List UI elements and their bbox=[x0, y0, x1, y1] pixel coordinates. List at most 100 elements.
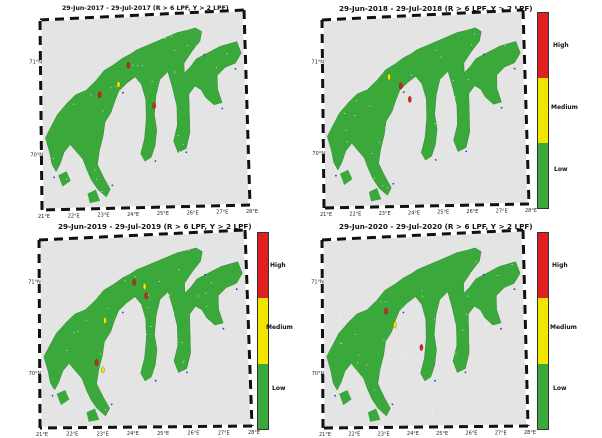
sea-dot bbox=[344, 41, 346, 43]
hotspot-high bbox=[144, 292, 148, 300]
sea-dot bbox=[483, 261, 485, 263]
sea-dot bbox=[392, 177, 394, 179]
sea-dot bbox=[339, 342, 341, 344]
sea-dot bbox=[52, 158, 54, 159]
colorbar-high bbox=[538, 233, 548, 299]
sea-dot bbox=[183, 360, 185, 362]
coastline-land bbox=[326, 247, 521, 417]
sea-dot bbox=[350, 276, 352, 278]
sea-dot bbox=[162, 93, 164, 94]
vessel-dot bbox=[513, 288, 516, 291]
colorbar-label-low: Low bbox=[554, 166, 568, 173]
sea-dot bbox=[133, 112, 134, 114]
sea-dot bbox=[478, 194, 479, 196]
sea-dot bbox=[85, 319, 87, 321]
vessel-dot bbox=[434, 159, 437, 161]
sea-dot bbox=[382, 390, 384, 392]
sea-dot bbox=[99, 67, 100, 68]
colorbar-low bbox=[258, 363, 268, 429]
sea-dot bbox=[404, 160, 406, 162]
sea-dot bbox=[201, 387, 203, 389]
sea-dot bbox=[366, 364, 368, 366]
sea-dot bbox=[127, 261, 129, 263]
panel-title: 29-Jun-2020 - 29-Jul-2020 (R > 6 LPF, Y … bbox=[339, 222, 533, 231]
sea-dot bbox=[182, 143, 184, 145]
sea-dot bbox=[104, 160, 106, 162]
sea-dot bbox=[201, 400, 203, 402]
map-figure: 21°E 22°E 23°E 24°E 25°E 26°E 27°E 28°E 71°N 70°N bbox=[28, 228, 260, 438]
sea-dot bbox=[469, 338, 471, 340]
colorbar-low bbox=[538, 363, 548, 429]
sea-dot bbox=[53, 388, 55, 390]
sea-dot bbox=[101, 191, 103, 192]
island bbox=[87, 189, 101, 204]
map-figure: 21°E 22°E 23°E 24°E 25°E 26°E 27°E 28°E 71°N 70°N bbox=[311, 8, 537, 218]
sea-dot bbox=[142, 64, 144, 66]
lon-tick-label: 27°E bbox=[495, 430, 507, 436]
sea-dot bbox=[232, 368, 234, 369]
sea-dot bbox=[52, 333, 54, 334]
sea-dot bbox=[94, 169, 96, 171]
sea-dot bbox=[435, 255, 437, 257]
sea-dot bbox=[385, 252, 387, 254]
sea-dot bbox=[417, 244, 419, 246]
sea-dot bbox=[433, 318, 435, 320]
sea-dot bbox=[107, 307, 109, 309]
lon-tick-label: 23°E bbox=[379, 211, 391, 217]
sea-dot bbox=[59, 98, 61, 100]
sea-dot bbox=[512, 350, 514, 352]
sea-dot bbox=[398, 343, 400, 345]
map-figure: 21°E 22°E 23°E 24°E 25°E 26°E 27°E 28°E 71°N 70°N bbox=[311, 228, 536, 438]
sea-dot bbox=[385, 301, 387, 303]
sea-dot bbox=[431, 410, 433, 412]
sea-dot bbox=[205, 46, 207, 48]
sea-dot bbox=[373, 177, 375, 179]
sea-dot bbox=[379, 141, 381, 143]
lon-tick-label: 22°E bbox=[68, 213, 80, 219]
sea-dot bbox=[185, 401, 187, 403]
sea-dot bbox=[193, 321, 194, 323]
lon-tick-label: 26°E bbox=[466, 209, 478, 215]
sea-dot bbox=[80, 260, 82, 261]
sea-dot bbox=[157, 386, 158, 388]
sea-dot bbox=[227, 77, 228, 78]
lat-tick-label: 71°N bbox=[29, 60, 42, 66]
sea-dot bbox=[174, 173, 176, 175]
sea-dot bbox=[387, 187, 389, 189]
sea-dot bbox=[151, 27, 153, 29]
sea-dot bbox=[195, 45, 197, 47]
sea-dot bbox=[422, 295, 424, 297]
sea-dot bbox=[511, 192, 513, 194]
lon-tick-label: 28°E bbox=[248, 430, 260, 436]
sea-dot bbox=[410, 321, 412, 323]
vessel-dot bbox=[53, 176, 55, 179]
vessel-dot bbox=[391, 403, 394, 406]
sea-dot bbox=[416, 404, 418, 406]
sea-dot bbox=[139, 96, 141, 98]
colorbar-label-low: Low bbox=[553, 385, 567, 392]
map-frame-edge bbox=[321, 8, 524, 22]
sea-dot bbox=[174, 71, 176, 73]
colorbar-label-high: High bbox=[553, 42, 569, 49]
sea-dot bbox=[431, 156, 433, 158]
lon-tick-label: 21°E bbox=[319, 432, 331, 438]
sea-dot bbox=[337, 62, 339, 64]
island bbox=[368, 188, 382, 202]
sea-dot bbox=[396, 412, 398, 414]
lat-tick-label: 70°N bbox=[312, 151, 325, 157]
sea-dot bbox=[506, 338, 508, 340]
sea-dot bbox=[197, 366, 199, 368]
sea-dot bbox=[170, 36, 172, 38]
sea-dot bbox=[400, 41, 402, 43]
lat-tick-label: 70°N bbox=[29, 371, 42, 377]
sea-dot bbox=[435, 49, 437, 51]
sea-dot bbox=[162, 307, 164, 309]
vessel-dot bbox=[204, 273, 207, 276]
lat-tick-label: 71°N bbox=[28, 279, 41, 285]
vessel-dot bbox=[51, 394, 54, 397]
sea-dot bbox=[385, 380, 387, 381]
sea-dot bbox=[481, 28, 483, 30]
sea-dot bbox=[227, 190, 229, 191]
sea-dot bbox=[132, 40, 134, 42]
sea-dot bbox=[497, 275, 499, 276]
